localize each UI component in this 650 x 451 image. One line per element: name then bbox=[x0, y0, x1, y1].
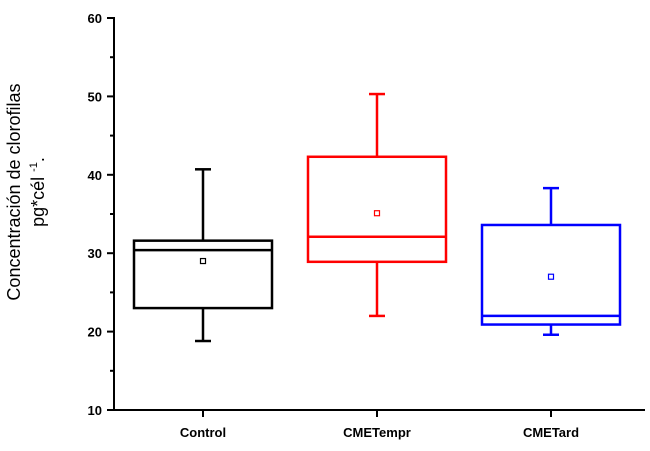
y-tick-label: 30 bbox=[88, 246, 102, 261]
x-tick-label: Control bbox=[180, 425, 226, 440]
box-iqr bbox=[132, 239, 274, 310]
y-tick-label: 50 bbox=[88, 89, 102, 104]
mean-marker bbox=[199, 257, 207, 265]
y-axis-label-line1: Concentración de clorofilas bbox=[4, 83, 24, 300]
y-axis-label-unit: pg*cél bbox=[28, 177, 48, 227]
y-tick-label: 10 bbox=[88, 403, 102, 418]
y-axis-label-line2: pg*cél -1. bbox=[28, 157, 48, 227]
y-tick-label: 60 bbox=[88, 11, 102, 26]
plot-area: 10 20 30 40 50 60 Control CMETempr CMETard bbox=[88, 11, 645, 440]
y-tick-label: 40 bbox=[88, 168, 102, 183]
y-axis-label: Concentración de clorofilas pg*cél -1. bbox=[4, 83, 48, 300]
y-axis-label-superscript: -1 bbox=[28, 162, 40, 172]
x-tick-label: CMETempr bbox=[343, 425, 411, 440]
mean-marker bbox=[547, 273, 555, 280]
y-axis-label-suffix: . bbox=[28, 157, 48, 162]
box-iqr bbox=[480, 223, 622, 326]
box-iqr bbox=[306, 155, 448, 264]
mean-marker bbox=[373, 210, 381, 217]
x-tick-label: CMETard bbox=[523, 425, 579, 440]
y-tick-label: 20 bbox=[88, 325, 102, 340]
